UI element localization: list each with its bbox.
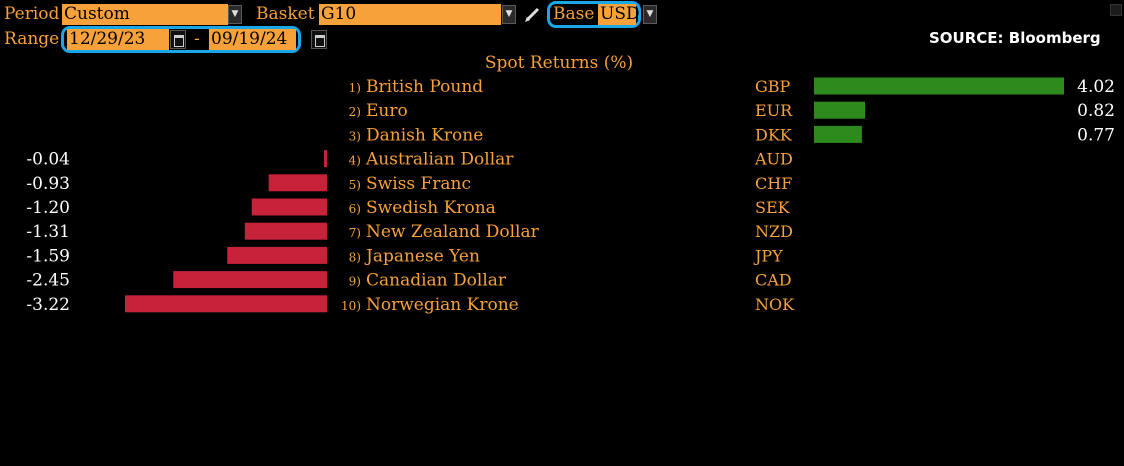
rank-eur: 2)	[349, 105, 361, 119]
rank-jpy: 8)	[349, 250, 361, 264]
bar-aud	[324, 150, 327, 168]
range-separator: -	[194, 29, 200, 49]
currency-code-sek: SEK	[755, 198, 791, 217]
currency-code-nzd: NZD	[755, 222, 793, 241]
period-dropdown-icon[interactable]: ▼	[228, 5, 242, 24]
currency-code-jpy: JPY	[753, 246, 783, 265]
bar-chf	[268, 174, 327, 192]
bar-eur	[814, 101, 865, 119]
value-label-sek: -1.20	[26, 198, 70, 218]
value-label-dkk: 0.77	[1077, 125, 1115, 145]
currency-name-gbp: British Pound	[366, 77, 483, 97]
value-label-jpy: -1.59	[26, 246, 70, 266]
rank-nzd: 7)	[349, 226, 361, 240]
currency-name-jpy: Japanese Yen	[364, 246, 480, 266]
range-start-calendar-icon[interactable]	[170, 30, 186, 49]
base-label: Base	[553, 4, 595, 24]
value-label-cad: -2.45	[26, 271, 70, 291]
rank-dkk: 3)	[349, 129, 361, 143]
value-label-nzd: -1.31	[26, 222, 70, 242]
currency-code-chf: CHF	[755, 174, 792, 193]
currency-code-nok: NOK	[755, 295, 795, 314]
currency-name-chf: Swiss Franc	[366, 174, 471, 194]
currency-name-dkk: Danish Krone	[366, 125, 483, 145]
currency-name-sek: Swedish Krona	[366, 198, 496, 218]
base-highlight-ring	[547, 1, 641, 28]
base-dropdown-icon[interactable]: ▼	[643, 5, 657, 24]
range-label: Range	[4, 29, 60, 49]
value-label-gbp: 4.02	[1077, 77, 1115, 97]
base-currency-select[interactable]: USD	[598, 4, 640, 25]
bar-cad	[173, 271, 327, 289]
rank-aud: 4)	[349, 154, 361, 168]
bar-sek	[251, 198, 327, 216]
basket-dropdown-icon[interactable]: ▼	[502, 5, 516, 24]
range-start-field[interactable]: 12/29/23	[67, 29, 169, 50]
period-select[interactable]: Custom	[62, 4, 228, 25]
bar-dkk	[814, 125, 862, 143]
currency-code-eur: EUR	[755, 101, 793, 120]
bar-gbp	[814, 77, 1064, 95]
range-end-calendar-icon[interactable]	[311, 30, 327, 49]
rank-gbp: 1)	[349, 81, 361, 95]
currency-name-cad: Canadian Dollar	[366, 271, 507, 291]
rank-chf: 5)	[349, 178, 361, 192]
bar-jpy	[227, 246, 327, 264]
value-label-aud: -0.04	[26, 150, 70, 170]
value-label-eur: 0.82	[1077, 101, 1115, 121]
basket-label: Basket	[256, 4, 315, 24]
period-label: Period	[4, 4, 60, 24]
rank-cad: 9)	[349, 275, 361, 289]
basket-select[interactable]: G10	[319, 4, 501, 25]
currency-code-gbp: GBP	[755, 77, 791, 96]
bar-nok	[125, 295, 327, 313]
value-label-chf: -0.93	[26, 174, 70, 194]
currency-name-aud: Australian Dollar	[365, 150, 514, 170]
currency-code-aud: AUD	[754, 150, 793, 169]
rank-nok: 10)	[341, 299, 361, 313]
chart-title: Spot Returns (%)	[485, 53, 633, 73]
range-highlight-ring	[61, 26, 301, 53]
value-label-nok: -3.22	[26, 295, 70, 315]
source-label: SOURCE: Bloomberg	[929, 29, 1101, 47]
currency-code-dkk: DKK	[755, 125, 793, 144]
pencil-icon[interactable]	[524, 5, 542, 23]
currency-name-nzd: New Zealand Dollar	[366, 222, 540, 242]
currency-name-nok: Norwegian Krone	[366, 295, 519, 315]
currency-name-eur: Euro	[366, 101, 408, 121]
range-end-field[interactable]: 09/19/24	[209, 29, 296, 50]
currency-code-cad: CAD	[755, 271, 792, 290]
scroll-arrow-icon[interactable]	[1110, 4, 1122, 16]
bar-nzd	[244, 222, 327, 240]
rank-sek: 6)	[349, 202, 361, 216]
